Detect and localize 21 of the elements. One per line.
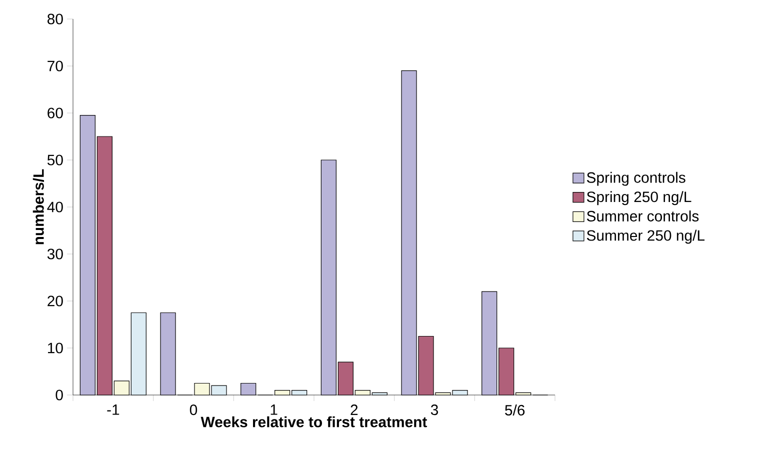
x-tick-label: 5/6 [505,404,525,416]
x-tick-label: 2 [350,404,358,415]
y-tick-label: 30 [47,248,63,260]
legend-label: Summer 250 ng/L [586,230,705,244]
legend-label: Spring 250 ng/L [586,191,692,206]
legend-label: Spring controls [586,172,686,186]
y-tick-label: 0 [56,390,63,400]
y-tick-label: 60 [48,108,63,118]
y-tick-label: 40 [47,202,63,212]
y-tick-label: 80 [48,14,63,24]
x-tick-label: 3 [430,404,438,416]
y-tick-label: 10 [48,342,63,354]
x-tick-label: -1 [107,404,120,415]
y-tick-label: 70 [48,60,63,72]
x-tick-label: 0 [190,404,198,416]
y-axis-title: numbers/L [32,169,44,244]
x-axis-title: Weeks relative to first treatment [200,416,428,428]
y-tick-label: 50 [47,154,63,166]
legend-label: Summer controls [586,210,699,222]
y-tick-label: 20 [48,296,63,306]
x-tick-label: 1 [270,404,278,415]
